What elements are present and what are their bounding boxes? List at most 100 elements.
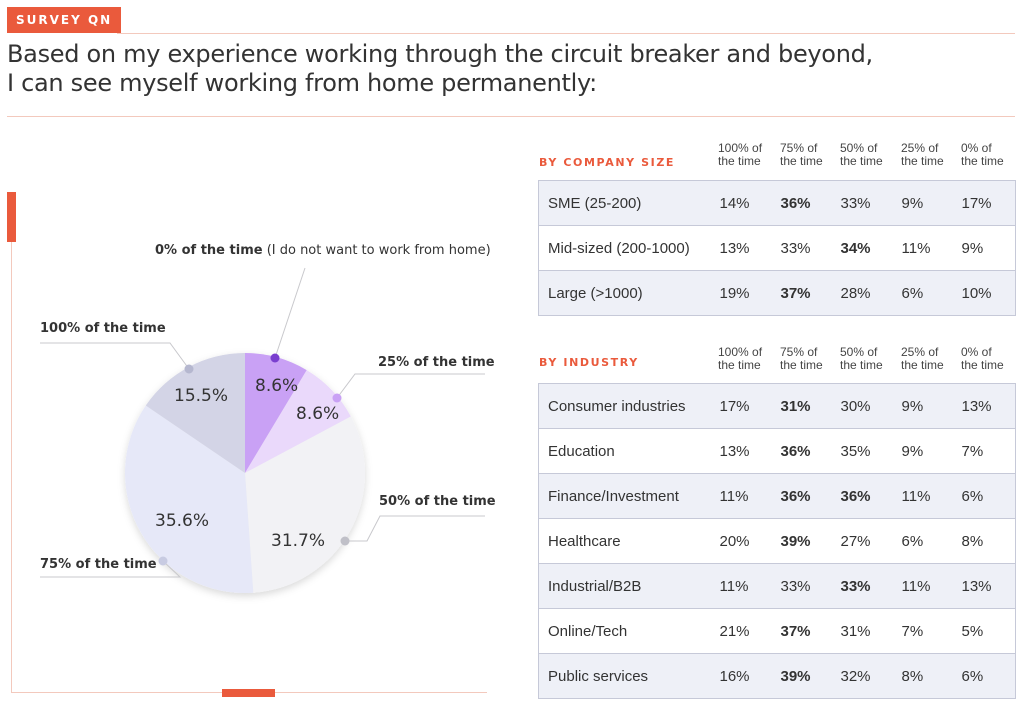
- table-cell: 31%: [840, 608, 902, 654]
- column-header-line: the time: [780, 358, 823, 372]
- table-cell: 8%: [961, 518, 1016, 564]
- table-cell: 6%: [961, 473, 1016, 519]
- table-row: Industrial/B2B 11% 33% 33% 11% 13%: [538, 563, 1016, 609]
- slice-label-text: 75% of the time: [40, 557, 157, 572]
- table-cell: 33%: [840, 180, 902, 226]
- table-by-company-size-title: BY COMPANY SIZE: [539, 156, 676, 169]
- slice-label-suffix: (I do not want to work from home): [262, 243, 491, 258]
- table-cell: 21%: [719, 608, 781, 654]
- table-cell: 37%: [780, 270, 841, 316]
- table-cell: 32%: [840, 653, 902, 699]
- table-cell: 9%: [901, 383, 962, 429]
- slice-value-0-of-the-time: 8.6%: [255, 376, 299, 396]
- table-cell: 11%: [901, 563, 962, 609]
- table-cell: 19%: [719, 270, 781, 316]
- table-cell: 36%: [780, 473, 841, 519]
- table-row: SME (25-200) 14% 36% 33% 9% 17%: [538, 180, 1016, 226]
- pie-slice-0-of-the-time: [245, 353, 307, 473]
- table-cell: 36%: [780, 428, 841, 474]
- pie-slices: [125, 353, 365, 593]
- slice-value-100-of-the-time: 15.5%: [174, 386, 229, 406]
- column-header-line: the time: [840, 154, 883, 168]
- leader-line-75-of-the-time: [40, 560, 182, 578]
- table-cell: 10%: [961, 270, 1016, 316]
- table-row: Large (>1000) 19% 37% 28% 6% 10%: [538, 270, 1016, 316]
- table-by-industry-title: BY INDUSTRY: [539, 356, 639, 369]
- table-by-company-size: SME (25-200) 14% 36% 33% 9% 17% Mid-sized (200…: [538, 180, 1016, 316]
- pie-slice-50-of-the-time: [245, 416, 365, 593]
- table-by-industry-column-header: 0% of the time: [961, 346, 1004, 372]
- table-cell: 16%: [719, 653, 781, 699]
- table-cell: 8%: [901, 653, 962, 699]
- slice-label-25-of-the-time: 25% of the time: [378, 355, 495, 370]
- column-header-line: the time: [961, 154, 1004, 168]
- table-cell: 33%: [840, 563, 902, 609]
- column-header-line: 0% of: [961, 141, 992, 155]
- table-cell: 9%: [901, 428, 962, 474]
- leader-dot-25-of-the-time: [332, 393, 342, 403]
- table-row: Education 13% 36% 35% 9% 7%: [538, 428, 1016, 474]
- table-cell: 9%: [901, 180, 962, 226]
- slice-label-text: 50% of the time: [379, 494, 496, 509]
- leader-dot-0-of-the-time: [270, 353, 280, 363]
- row-label: Industrial/B2B: [538, 563, 720, 609]
- pie-slice-100-of-the-time: [145, 353, 245, 473]
- table-by-industry-column-header: 50% of the time: [840, 346, 883, 372]
- table-by-company-size-column-header: 0% of the time: [961, 142, 1004, 168]
- header-rule: [117, 33, 1015, 34]
- row-label: Finance/Investment: [538, 473, 720, 519]
- table-cell: 20%: [719, 518, 781, 564]
- table-row: Consumer industries 17% 31% 30% 9% 13%: [538, 383, 1016, 429]
- table-cell: 27%: [840, 518, 902, 564]
- row-label: Education: [538, 428, 720, 474]
- table-cell: 39%: [780, 653, 841, 699]
- table-cell: 33%: [780, 563, 841, 609]
- slice-value-75-of-the-time: 35.6%: [155, 511, 210, 531]
- table-cell: 7%: [901, 608, 962, 654]
- leader-dot-75-of-the-time: [158, 556, 168, 566]
- table-cell: 30%: [840, 383, 902, 429]
- leader-line-50-of-the-time: [345, 515, 485, 542]
- question-line-1: Based on my experience working through t…: [7, 40, 873, 68]
- table-cell: 33%: [780, 225, 841, 271]
- column-header-line: the time: [901, 154, 944, 168]
- leader-line-0-of-the-time: [274, 267, 306, 359]
- table-by-industry-column-header: 25% of the time: [901, 346, 944, 372]
- table-cell: 13%: [719, 428, 781, 474]
- chart-frame-accent-bottom: [222, 689, 275, 697]
- survey-question: Based on my experience working through t…: [7, 40, 1007, 98]
- column-header-line: the time: [840, 358, 883, 372]
- table-cell: 11%: [719, 473, 781, 519]
- leader-dot-100-of-the-time: [184, 364, 194, 374]
- row-label: Healthcare: [538, 518, 720, 564]
- column-header-line: the time: [961, 358, 1004, 372]
- table-cell: 35%: [840, 428, 902, 474]
- chart-frame-accent-left: [7, 192, 16, 242]
- leader-line-25-of-the-time: [336, 373, 485, 399]
- column-header-line: 50% of: [840, 141, 878, 155]
- question-line-2: I can see myself working from home perma…: [7, 69, 597, 97]
- survey-tag: SURVEY QN: [7, 7, 122, 33]
- table-cell: 14%: [719, 180, 781, 226]
- table-cell: 11%: [901, 225, 962, 271]
- table-cell: 36%: [780, 180, 841, 226]
- table-by-industry: Consumer industries 17% 31% 30% 9% 13% Educati…: [538, 383, 1016, 699]
- column-header-line: the time: [718, 358, 761, 372]
- table-row: Public services 16% 39% 32% 8% 6%: [538, 653, 1016, 699]
- row-label: Mid-sized (200-1000): [538, 225, 720, 271]
- row-label: Large (>1000): [538, 270, 720, 316]
- column-header-line: 50% of: [840, 345, 878, 359]
- table-cell: 9%: [961, 225, 1016, 271]
- column-header-line: 100% of: [718, 141, 763, 155]
- table-cell: 36%: [840, 473, 902, 519]
- table-cell: 34%: [840, 225, 902, 271]
- table-row: Healthcare 20% 39% 27% 6% 8%: [538, 518, 1016, 564]
- row-label: SME (25-200): [538, 180, 720, 226]
- table-row: Online/Tech 21% 37% 31% 7% 5%: [538, 608, 1016, 654]
- pie-slice-25-of-the-time: [245, 370, 351, 473]
- column-header-line: 100% of: [718, 345, 763, 359]
- question-rule: [7, 116, 1015, 117]
- table-cell: 28%: [840, 270, 902, 316]
- slice-label-50-of-the-time: 50% of the time: [379, 494, 496, 509]
- slice-label-text: 100% of the time: [40, 321, 166, 336]
